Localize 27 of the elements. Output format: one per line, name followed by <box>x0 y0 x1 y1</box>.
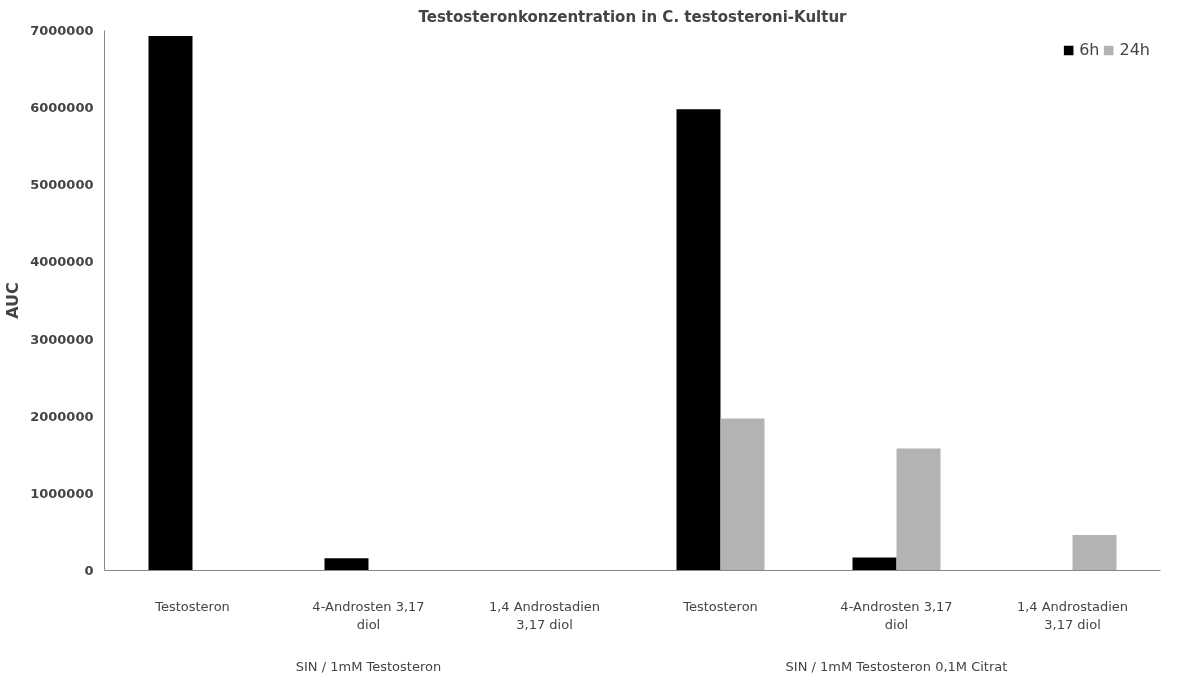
bar <box>676 109 721 571</box>
text: SIN / 1mM Testosteron 0,1M Citrat <box>785 658 1008 674</box>
y-tick-label: 6000000 <box>30 100 94 116</box>
chart-title: Testosteronkonzentration in C. testosteroni-Kultur <box>418 7 848 26</box>
x-tick-label: 4-Androsten 3,17 diol <box>840 598 953 632</box>
x-tick-label: Testosteron <box>154 598 230 614</box>
bar <box>324 558 369 571</box>
x-tick-label: 4-Androsten 3,17 diol <box>312 598 425 632</box>
y-tick-label: 5000000 <box>30 177 94 193</box>
y-tick-label: 3000000 <box>30 331 94 347</box>
text: SIN / 1mM Testosteron <box>295 658 442 674</box>
y-tick-label: 0 <box>84 563 94 578</box>
legend-label: 6h <box>1079 40 1100 59</box>
y-tick-label: 4000000 <box>30 254 94 270</box>
x-tick-label: Testosteron <box>682 598 758 614</box>
bar <box>1072 535 1117 571</box>
y-tick-label: 2000000 <box>30 408 94 424</box>
bar <box>896 448 941 571</box>
bar <box>852 557 897 571</box>
bar <box>720 418 765 571</box>
x-tick-label: 1,4 Androstadien 3,17 diol <box>1016 598 1129 632</box>
x-tick-label: 1,4 Androstadien 3,17 diol <box>488 598 601 632</box>
y-tick-label: 7000000 <box>30 23 94 38</box>
legend-label: 24h <box>1119 40 1150 59</box>
bar <box>148 35 193 571</box>
y-axis-title: AUC <box>3 282 23 319</box>
y-tick-label: 1000000 <box>30 485 94 501</box>
